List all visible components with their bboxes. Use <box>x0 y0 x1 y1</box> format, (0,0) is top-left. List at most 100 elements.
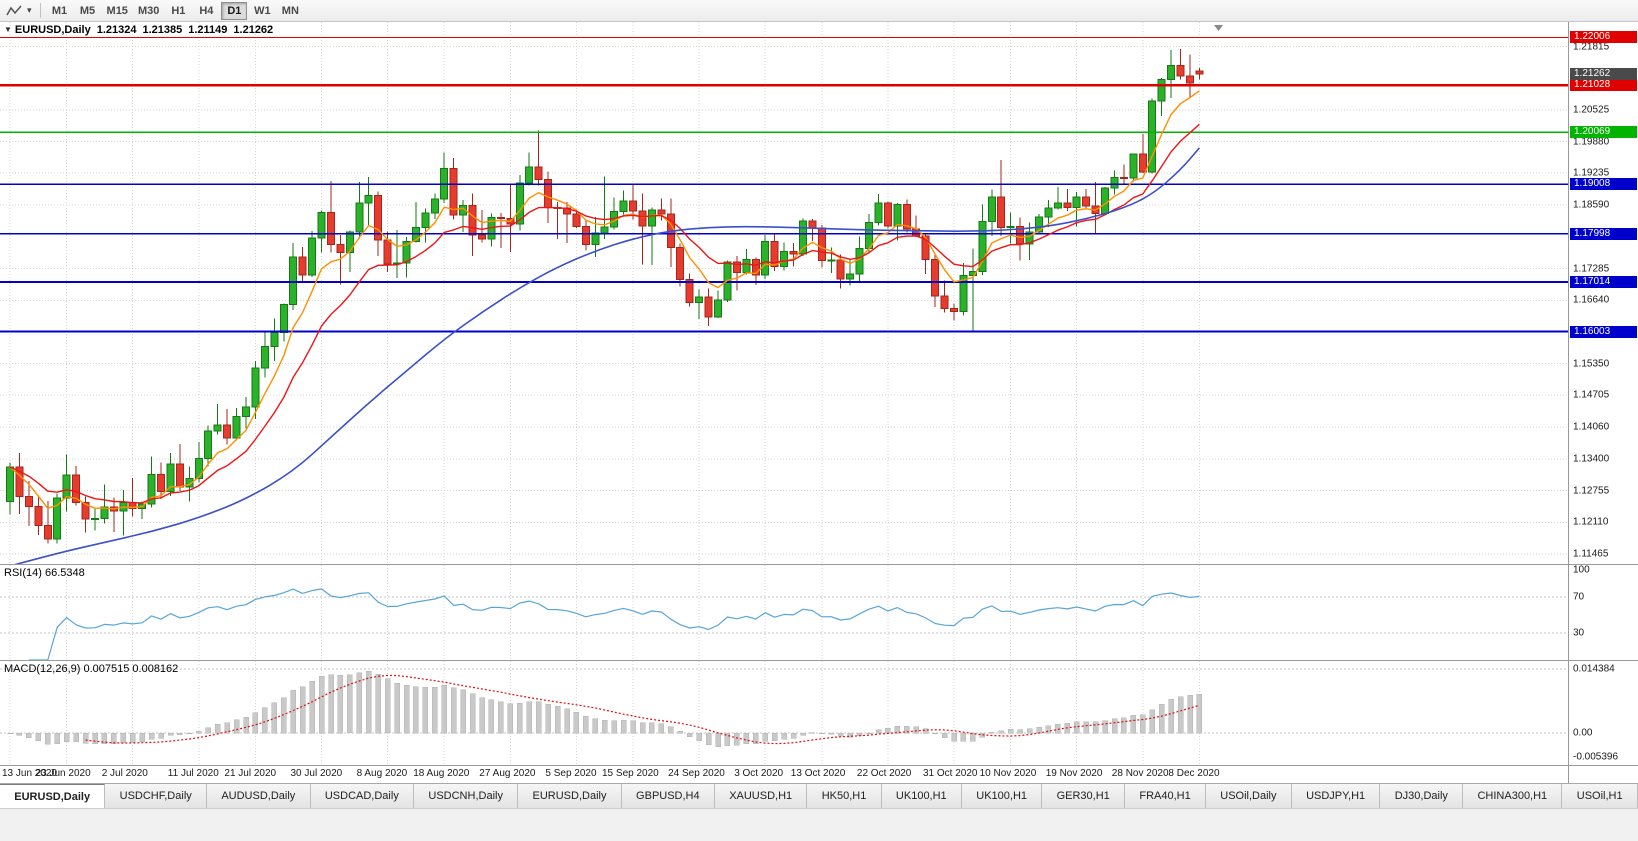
tab-dj30-daily[interactable]: DJ30,Daily <box>1380 784 1464 808</box>
price-tick-label: 1.19880 <box>1573 136 1610 148</box>
macd-panel: MACD(12,26,9) 0.007515 0.008162 0.014384… <box>0 661 1638 766</box>
current-price-badge: 1.21262 <box>1570 67 1637 80</box>
date-axis-label: 11 Jul 2020 <box>167 768 219 779</box>
price-tick-label: 1.12755 <box>1573 485 1610 497</box>
price-tick-label: 1.11465 <box>1573 548 1609 560</box>
timeframe-button-m30[interactable]: M30 <box>137 4 160 17</box>
toolbar-separator <box>39 3 41 18</box>
price-tick-label: 1.12110 <box>1573 516 1609 528</box>
date-axis-label: 3 Oct 2020 <box>734 768 784 779</box>
rsi-axis[interactable]: 100 70 30 <box>1568 565 1638 660</box>
tab-uk100-h1[interactable]: UK100,H1 <box>961 784 1043 808</box>
tab-usdjpy-h1[interactable]: USDJPY,H1 <box>1291 784 1381 808</box>
macd-label: MACD(12,26,9) 0.007515 0.008162 <box>4 663 179 675</box>
ohlc-close: 1.21262 <box>233 24 274 36</box>
chart-tool-icon[interactable] <box>4 4 24 18</box>
price-level-badge: 1.20069 <box>1570 126 1637 139</box>
tab-hk50-h1[interactable]: HK50,H1 <box>807 784 882 808</box>
date-axis[interactable]: 13 Jun 2020 23 Jun 2020 2 Jul 2020 11 Jul 2… <box>0 766 1638 783</box>
date-axis-label: 2 Jul 2020 <box>101 768 148 779</box>
title-marker-icon: ▼ <box>4 25 12 34</box>
tab-audusd-daily[interactable]: AUDUSD,Daily <box>207 784 311 808</box>
price-tick-label: 1.14705 <box>1573 389 1610 401</box>
price-tick-label: 1.16640 <box>1573 294 1610 306</box>
price-level-badge: 1.21028 <box>1570 79 1637 92</box>
timeframe-toolbar: M1 M5 M15 M30 H1 H4 D1 W1 MN <box>46 1 305 20</box>
rsi-axis-label: 100 <box>1573 565 1590 576</box>
macd-axis-label: -0.005396 <box>1573 751 1619 763</box>
chart-shift-marker-icon[interactable] <box>1214 25 1223 31</box>
date-axis-label: 24 Sep 2020 <box>668 768 725 779</box>
main-chart-panel: ▼ EURUSD,Daily 1.21324 1.21385 1.21149 1.2126… <box>0 22 1638 565</box>
date-axis-label: 13 Jun 2020 <box>2 768 58 779</box>
date-axis-label: 18 Aug 2020 <box>413 768 470 779</box>
chart-tab-bar: EURUSD,Daily USDCHF,Daily AUDUSD,Daily USDC… <box>0 783 1638 808</box>
rsi-axis-label: 30 <box>1573 627 1585 639</box>
price-tick-label: 1.13400 <box>1573 453 1610 465</box>
chart-symbol-label: EURUSD,Daily <box>14 24 91 36</box>
rsi-label: RSI(14) 66.5348 <box>4 567 85 579</box>
price-level-badge: 1.19008 <box>1570 178 1637 191</box>
dropdown-caret-icon[interactable]: ▾ <box>27 5 32 15</box>
tab-eurusd-daily[interactable]: EURUSD,Daily <box>0 784 106 808</box>
date-axis-label: 19 Nov 2020 <box>1045 768 1103 779</box>
price-level-badge: 1.22006 <box>1570 31 1637 44</box>
timeframe-button-w1[interactable]: W1 <box>254 4 271 17</box>
macd-axis-label: 0.00 <box>1573 727 1593 739</box>
date-axis-label: 22 Oct 2020 <box>856 768 912 779</box>
tab-usdchf-daily[interactable]: USDCHF,Daily <box>105 784 208 808</box>
rsi-chart-canvas[interactable] <box>0 565 1568 660</box>
price-level-badge: 1.17998 <box>1570 227 1637 240</box>
date-axis-label: 8 Dec 2020 <box>1168 768 1220 779</box>
date-axis-label: 23 Jun 2020 <box>35 768 91 779</box>
date-axis-label: 21 Jul 2020 <box>224 768 277 779</box>
tab-gbpusd-h4[interactable]: GBPUSD,H4 <box>621 784 715 808</box>
chart-title: ▼ EURUSD,Daily 1.21324 1.21385 1.21149 1.2126… <box>4 24 273 36</box>
timeframe-button-h4[interactable]: H4 <box>199 4 214 17</box>
date-axis-label: 27 Aug 2020 <box>479 768 536 779</box>
macd-axis-label: 0.014384 <box>1573 663 1615 675</box>
tab-eurusd-daily[interactable]: EURUSD,Daily <box>518 784 622 808</box>
date-axis-label: 10 Nov 2020 <box>979 768 1037 779</box>
timeframe-button-d1[interactable]: D1 <box>221 1 248 20</box>
price-level-badge: 1.17014 <box>1570 276 1637 288</box>
date-axis-label: 31 Oct 2020 <box>923 768 978 779</box>
price-tick-label: 1.19235 <box>1573 167 1610 179</box>
timeframe-button-m15[interactable]: M15 <box>106 4 128 17</box>
price-tick-label: 1.14060 <box>1573 421 1610 433</box>
timeframe-button-h1[interactable]: H1 <box>171 4 186 17</box>
tab-usoil-daily[interactable]: USOil,Daily <box>1205 784 1292 808</box>
date-axis-label: 15 Sep 2020 <box>602 768 659 779</box>
price-level-badge: 1.16003 <box>1570 325 1637 338</box>
macd-chart-canvas[interactable] <box>0 661 1568 765</box>
price-tick-label: 1.15350 <box>1573 358 1610 370</box>
main-chart-canvas[interactable] <box>0 22 1568 564</box>
price-tick-label: 1.18590 <box>1573 199 1610 211</box>
rsi-panel: RSI(14) 66.5348 100 70 30 <box>0 565 1638 661</box>
price-tick-label: 1.21815 <box>1573 41 1610 53</box>
macd-axis[interactable]: 0.014384 0.00 -0.005396 <box>1568 661 1638 765</box>
tab-usdcnh-daily[interactable]: USDCNH,Daily <box>414 784 519 808</box>
date-axis-label: 13 Oct 2020 <box>790 768 846 779</box>
tab-usdcad-daily[interactable]: USDCAD,Daily <box>310 784 415 808</box>
price-axis[interactable]: 1.21815 1.20525 1.19880 1.19235 1.18590 1.172… <box>1568 22 1638 564</box>
tab-fra40-h1[interactable]: FRA40,H1 <box>1125 784 1206 808</box>
tab-china300-h1[interactable]: CHINA300,H1 <box>1463 784 1563 808</box>
timeframe-button-m1[interactable]: M1 <box>51 4 68 17</box>
tab-ger30-h1[interactable]: GER30,H1 <box>1042 784 1126 808</box>
date-axis-label: 30 Jul 2020 <box>290 768 343 779</box>
rsi-axis-label: 70 <box>1573 591 1585 603</box>
tab-xauusd-h1[interactable]: XAUUSD,H1 <box>714 784 808 808</box>
tab-usoil-h1[interactable]: USOil,H1 <box>1562 784 1638 808</box>
ohlc-open: 1.21324 <box>96 24 137 36</box>
price-tick-label: 1.20525 <box>1573 104 1610 116</box>
ohlc-low: 1.21149 <box>188 24 228 36</box>
timeframe-button-mn[interactable]: MN <box>281 4 299 17</box>
date-axis-label: 5 Sep 2020 <box>545 768 597 779</box>
tab-uk100-h1[interactable]: UK100,H1 <box>881 784 962 808</box>
ohlc-high: 1.21385 <box>142 24 183 36</box>
price-tick-label: 1.17285 <box>1573 263 1610 275</box>
timeframe-button-m5[interactable]: M5 <box>79 4 96 17</box>
date-axis-corner <box>1568 766 1638 783</box>
